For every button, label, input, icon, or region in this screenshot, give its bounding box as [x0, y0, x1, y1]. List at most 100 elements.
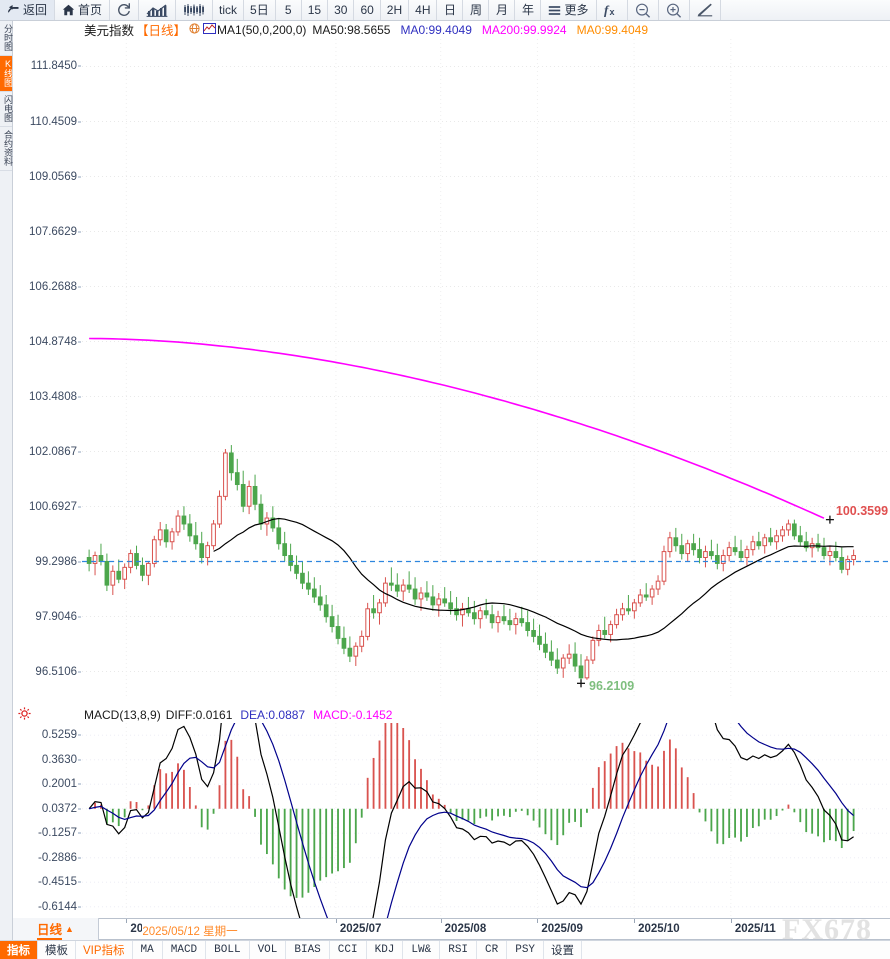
period-15min-button[interactable]: 15: [302, 0, 329, 20]
svg-text:f: f: [604, 3, 610, 17]
period-5day-button-label: 5日: [250, 3, 269, 17]
zoom-in-icon: [666, 3, 682, 18]
period-4h-button[interactable]: 4H: [409, 0, 438, 20]
tab-kdj[interactable]: KDJ: [367, 941, 404, 959]
x-axis-tick-label: 2025/07: [339, 923, 382, 935]
price-y-tick-label: 104.8748: [29, 335, 77, 348]
x-axis-tick: [634, 919, 636, 923]
candles-button[interactable]: [176, 0, 214, 20]
tab-vip-indicator-label: VIP指标: [83, 945, 125, 957]
macd-y-tick: [78, 881, 81, 883]
ma200-value: MA200:99.9924: [481, 22, 567, 37]
tick-button[interactable]: tick: [213, 0, 245, 20]
sidebar-item-timeshare[interactable]: 分时图: [0, 21, 13, 56]
macd-hist-value: MACD:-0.1452: [313, 708, 393, 722]
macd-dea-value: DEA:0.0887: [240, 708, 306, 722]
bar-chart-button[interactable]: [139, 0, 177, 20]
period-day-button-label: 日: [443, 3, 456, 17]
tab-boll-label: BOLL: [214, 944, 241, 956]
price-y-axis: 111.8450 110.4509 109.0569 107.6629 106.2688…: [13, 39, 81, 699]
price-y-tick-label: 107.6629: [29, 225, 77, 238]
tab-indicator[interactable]: 指标: [0, 941, 38, 959]
tab-cci[interactable]: CCI: [330, 941, 367, 959]
period-5min-button[interactable]: 5: [276, 0, 302, 20]
sidebar-item-contract[interactable]: 合约资料: [0, 127, 13, 171]
x-axis-tick: [335, 919, 337, 923]
sun-icon[interactable]: [18, 707, 31, 723]
tab-lwr[interactable]: LW&: [403, 941, 441, 959]
macd-y-tick: [78, 759, 81, 761]
refresh-button[interactable]: [110, 0, 140, 20]
swing-high-annotation: 100.3599: [835, 503, 889, 518]
macd-y-tick: [78, 906, 81, 908]
price-y-tick-label: 103.4808: [29, 390, 77, 403]
home-button[interactable]: 首页: [55, 0, 111, 20]
period-30min-button[interactable]: 30: [328, 0, 355, 20]
tab-rsi[interactable]: RSI: [440, 941, 478, 959]
candlestick-icon: [183, 3, 205, 17]
sidebar-item-lightning[interactable]: 闪电图: [0, 92, 13, 127]
tab-macd-label: MACD: [170, 944, 198, 956]
period-day-button[interactable]: 日: [437, 0, 464, 20]
tab-bias[interactable]: BIAS: [286, 941, 330, 959]
price-y-tick-label: 100.6927: [29, 500, 77, 513]
tab-settings-label: 设置: [551, 945, 575, 957]
sidebar-item-kline-label: K线图: [3, 59, 13, 87]
back-button-label: 返回: [23, 3, 48, 17]
period-toggle-button[interactable]: 日线 ▲: [13, 918, 99, 940]
tab-indicator-label: 指标: [7, 945, 30, 957]
period-60min-button[interactable]: 60: [354, 0, 381, 20]
zoom-in-button[interactable]: [659, 0, 690, 20]
tab-cr[interactable]: CR: [477, 941, 508, 959]
tab-psy[interactable]: PSY: [507, 941, 545, 959]
period-year-button[interactable]: 年: [515, 0, 542, 20]
chart-canvas-area[interactable]: 美元指数 【日线】 MA1(50,0,200,0) MA50:98.5655 M…: [13, 21, 890, 919]
x-axis-tick: [440, 919, 442, 923]
sidebar-item-contract-label: 合约资料: [3, 130, 13, 166]
svg-text:x: x: [609, 7, 614, 17]
tab-settings[interactable]: 设置: [544, 941, 583, 959]
period-5min-button-label: 5: [284, 3, 292, 17]
price-y-tick: [78, 506, 81, 507]
macd-plot[interactable]: [82, 723, 888, 919]
tab-ma[interactable]: MA: [133, 941, 163, 959]
period-2h-button-label: 2H: [386, 3, 403, 17]
macd-panel-legend: MACD(13,8,9) DIFF:0.0161 DEA:0.0887 MACD…: [13, 707, 890, 723]
macd-params: MACD(13,8,9): [84, 708, 161, 722]
tab-vol[interactable]: VOL: [250, 941, 287, 959]
period-2h-button[interactable]: 2H: [381, 0, 410, 20]
x-axis-tick: [126, 919, 128, 923]
tab-macd[interactable]: MACD: [163, 941, 207, 959]
ma0-blue-value: MA0:99.4049: [400, 22, 472, 37]
tab-cci-label: CCI: [337, 944, 358, 956]
sidebar-item-kline[interactable]: K线图: [0, 56, 13, 92]
price-plot[interactable]: [82, 39, 888, 699]
period-5day-button[interactable]: 5日: [244, 0, 276, 20]
macd-y-tick-label: 0.0372: [41, 802, 77, 815]
refresh-icon: [117, 3, 131, 17]
tab-vip-indicator[interactable]: VIP指标: [76, 941, 133, 959]
period-toggle-label: 日线: [37, 919, 63, 940]
macd-y-tick: [78, 832, 81, 834]
period-4h-button-label: 4H: [415, 3, 431, 17]
back-button[interactable]: 返回: [0, 0, 56, 20]
tab-boll[interactable]: BOLL: [206, 941, 250, 959]
period-month-button[interactable]: 月: [489, 0, 516, 20]
tab-bias-label: BIAS: [294, 944, 321, 956]
globe-icon[interactable]: [189, 22, 200, 37]
zoom-out-icon: [635, 3, 651, 18]
symbol-name: 美元指数: [84, 24, 135, 38]
macd-y-tick-label: -0.6144: [37, 900, 77, 913]
x-axis-tick: [730, 919, 732, 923]
tab-template[interactable]: 模板: [38, 941, 76, 959]
price-y-tick: [78, 121, 81, 122]
period-week-button[interactable]: 周: [463, 0, 490, 20]
zoom-out-button[interactable]: [628, 0, 659, 20]
draw-button[interactable]: [690, 0, 721, 20]
macd-y-axis: 0.5259 0.3630 0.2001 0.0372 -0.1257 -0.2886 -0…: [13, 723, 81, 919]
price-y-tick: [78, 286, 81, 287]
more-button[interactable]: 更多: [541, 0, 597, 20]
left-sidebar: 分时图 K线图闪电图合约资料: [0, 21, 13, 959]
